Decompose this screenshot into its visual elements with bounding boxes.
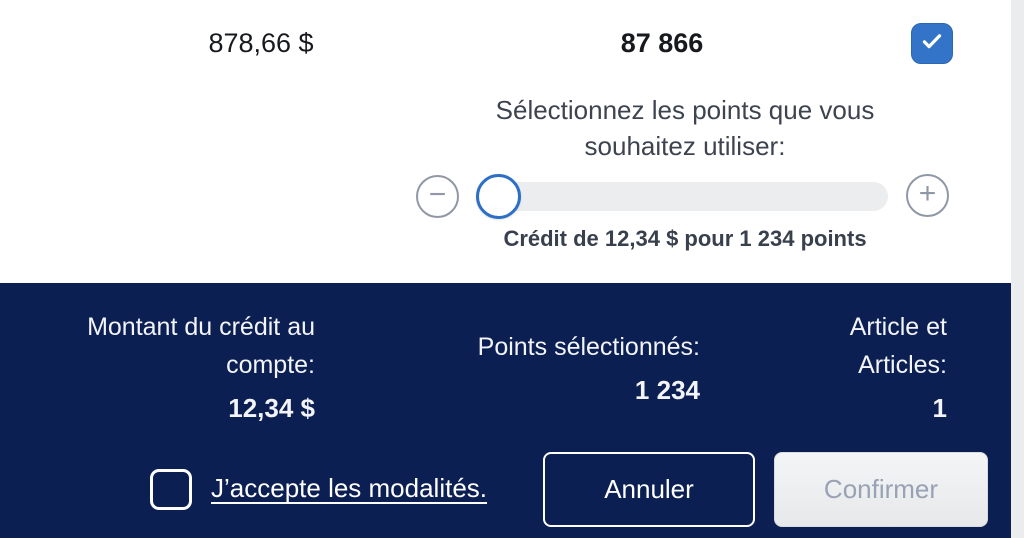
terms-link[interactable]: J’accepte les modalités.: [211, 473, 488, 503]
credit-summary: Montant du crédit au compte: 12,34 $: [20, 308, 315, 422]
points-slider-handle[interactable]: [476, 174, 521, 219]
increase-points-button[interactable]: +: [906, 174, 949, 217]
confirm-button[interactable]: Confirmer: [774, 452, 988, 527]
articles-summary-label-line2: Articles:: [858, 351, 947, 379]
articles-summary-label-line1: Article et: [849, 313, 947, 341]
use-points-checkbox[interactable]: [911, 23, 953, 64]
points-slider-track[interactable]: [478, 182, 888, 211]
credit-summary-label: Montant du crédit au compte:: [20, 308, 315, 384]
credit-summary-label-line1: Montant du crédit au: [87, 313, 315, 341]
credit-amount-value: 878,66 $: [208, 28, 314, 58]
checkout-footer: Montant du crédit au compte: 12,34 $ Poi…: [0, 283, 1011, 538]
check-icon: [919, 28, 945, 59]
articles-summary-value: 1: [932, 393, 947, 423]
articles-summary: Article et Articles: 1: [747, 308, 947, 422]
points-selected-value: 1 234: [634, 375, 700, 405]
credit-summary-label-line2: compte:: [226, 351, 315, 379]
slider-instruction-line1: Sélectionnez les points que vous: [495, 95, 875, 125]
points-balance-value: 87 866: [620, 28, 704, 58]
slider-instruction-text: Sélectionnez les points que vous souhait…: [407, 92, 963, 164]
points-selected-label: Points sélectionnés:: [477, 333, 700, 361]
credit-caption: Crédit de 12,34 $ pour 1 234 points: [503, 226, 867, 251]
articles-summary-label: Article et Articles:: [747, 308, 947, 384]
points-selected-summary: Points sélectionnés: 1 234: [400, 328, 700, 404]
scrollbar-gutter[interactable]: [1011, 0, 1024, 538]
slider-instruction-line2: souhaitez utiliser:: [584, 131, 786, 161]
credit-summary-value: 12,34 $: [228, 393, 315, 423]
plus-icon: +: [918, 176, 937, 210]
minus-icon: −: [428, 177, 447, 211]
decrease-points-button[interactable]: −: [416, 175, 459, 218]
cancel-button[interactable]: Annuler: [543, 452, 755, 527]
accept-terms-checkbox[interactable]: [150, 469, 192, 510]
